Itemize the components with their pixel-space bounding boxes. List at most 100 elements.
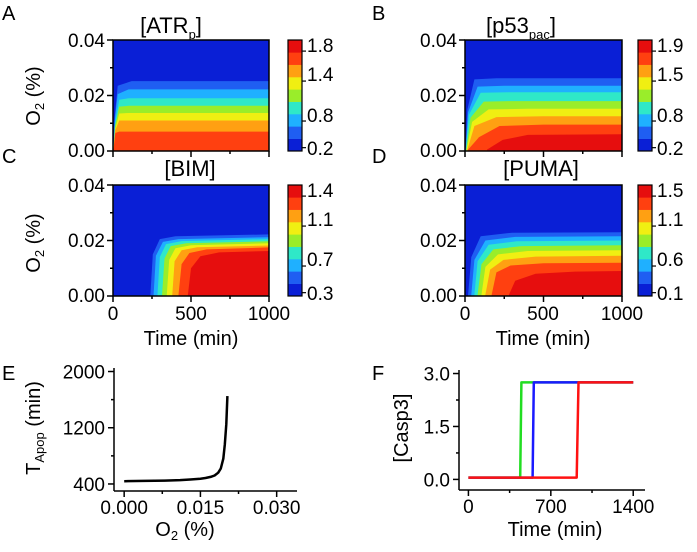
panel-e-ytick-1: 1200 [63,419,105,440]
panel-a-colorbar [287,39,306,152]
colorbar-band-5 [638,222,652,235]
panel-b-colorbar [637,39,656,152]
panel-b: B [p53pac] 0.04 0.02 0.00 1.9 1.5 0.8 0.… [372,3,683,162]
panel-e-xtick-1: 0.015 [177,498,225,519]
colorbar-band-1 [288,126,302,139]
panel-c-cbtick-3: 0.7 [307,250,333,271]
panel-f-ytick-1: 1.5 [424,417,450,438]
panel-c-heatmap [107,184,270,302]
panel-f-ylabel: [Casp3] [391,394,413,463]
colorbar-band-4 [638,89,652,102]
panel-b-cbtick-1: 1.9 [657,36,683,57]
colorbar-band-5 [638,77,652,90]
colorbar-frame [637,184,653,297]
panel-b-heatmap [459,39,623,157]
panel-c-cbtick-2: 1.1 [307,210,333,231]
panel-f-xtick-0: 0 [463,497,474,518]
colorbar-band-8 [638,40,652,53]
panel-b-cbtick-2: 1.5 [657,65,683,86]
contour-level-7 [113,131,269,151]
panel-a-cbtick-3: 0.8 [307,106,333,127]
panel-c-cbtick-4: 0.3 [307,284,333,305]
colorbar-band-5 [288,77,302,90]
panel-c-colorbar [287,184,306,297]
panel-a-title: [ATRp] [140,13,202,42]
colorbar-band-0 [638,138,652,152]
panel-e-ylabel: TApop (min) [23,381,47,475]
colorbar-band-7 [288,52,302,65]
panel-c-xtick-500: 500 [175,304,207,325]
series-T_Apop [124,396,229,483]
panel-label-e: E [2,363,15,385]
panel-a-cbtick-1: 1.8 [307,36,333,57]
colorbar-band-7 [638,197,652,210]
panel-a: A [ATRp] 0.04 0.02 0.00 O2 (%) 1.8 1.4 0… [2,3,334,162]
series-blue [468,381,634,479]
panel-c-ytick-0.02: 0.02 [68,231,105,252]
colorbar-band-7 [638,52,652,65]
colorbar-band-3 [638,101,652,115]
panel-c-ylabel: O2 (%) [23,213,47,272]
colorbar-frame [637,39,653,152]
panel-d-xtick-0: 0 [460,304,471,325]
panel-a-ytick-0.00: 0.00 [68,141,105,162]
panel-d-cbtick-3: 0.6 [657,250,683,271]
colorbar-band-8 [288,40,302,53]
panel-d-xtick-500: 500 [527,304,559,325]
panel-f-plot: 0 700 1400 0.0 1.5 3.0 [424,365,655,518]
contour-level-8 [187,251,269,296]
panel-label-c: C [2,146,16,168]
colorbar-band-4 [638,234,652,247]
panel-e: E 0.000 0.015 0.030 400 1200 2000 O2 (%) TApo… [2,363,300,543]
panel-f-xlabel: Time (min) [508,519,603,541]
panel-f-xtick-1: 700 [535,497,567,518]
colorbar-band-6 [638,209,652,223]
colorbar-band-2 [638,259,652,272]
colorbar-band-4 [288,234,302,247]
contour-level-8 [487,134,622,151]
panel-e-xlabel: O2 (%) [155,519,214,543]
colorbar-band-0 [638,283,652,297]
colorbar-band-1 [638,271,652,284]
panel-a-cbtick-4: 0.2 [307,139,333,160]
panel-d: D [PUMA] 0.04 0.02 0.00 0 500 1000 Time … [372,146,683,350]
panel-f: F 0 700 1400 0.0 1.5 3.0 Time (min) [Casp3] [372,363,654,541]
panel-c: C [BIM] 0.04 0.02 0.00 0 500 1000 Time (… [2,146,334,350]
panel-e-ytick-0: 400 [73,475,105,496]
panel-d-xtick-1000: 1000 [601,304,643,325]
panel-e-plot: 0.000 0.015 0.030 400 1200 2000 [63,363,301,519]
panel-c-ytick-0.04: 0.04 [68,176,105,197]
panel-d-ytick-0.04: 0.04 [420,176,457,197]
panel-label-a: A [2,3,16,25]
panel-d-heatmap [459,184,623,302]
panel-d-cbtick-2: 1.1 [657,210,683,231]
panel-label-d: D [372,146,386,168]
panel-e-xtick-0: 0.000 [100,498,148,519]
panel-label-f: F [372,363,384,385]
panel-c-xtick-1000: 1000 [248,304,290,325]
panel-c-xlabel: Time (min) [144,328,239,350]
panel-d-xlabel: Time (min) [496,328,591,350]
panel-b-title: [p53pac] [486,13,556,42]
panel-b-ytick-0.04: 0.04 [420,31,457,52]
panel-f-ytick-2: 3.0 [424,365,450,386]
panel-f-ytick-0: 0.0 [424,470,450,491]
colorbar-band-8 [638,185,652,198]
colorbar-band-6 [288,64,302,78]
colorbar-band-6 [638,64,652,78]
colorbar-band-2 [288,259,302,272]
panel-d-colorbar [637,184,656,297]
colorbar-band-1 [288,271,302,284]
panel-d-ytick-0.00: 0.00 [420,286,457,307]
panel-b-ytick-0.00: 0.00 [420,141,457,162]
panel-a-heatmap [107,39,270,157]
panel-d-ytick-0.02: 0.02 [420,231,457,252]
colorbar-band-3 [288,246,302,260]
colorbar-band-3 [638,246,652,260]
panel-e-xtick-2: 0.030 [253,498,301,519]
panel-b-ytick-0.02: 0.02 [420,86,457,107]
panel-c-cbtick-1: 1.4 [307,181,334,202]
panel-c-frame [112,184,270,297]
colorbar-band-6 [288,209,302,223]
